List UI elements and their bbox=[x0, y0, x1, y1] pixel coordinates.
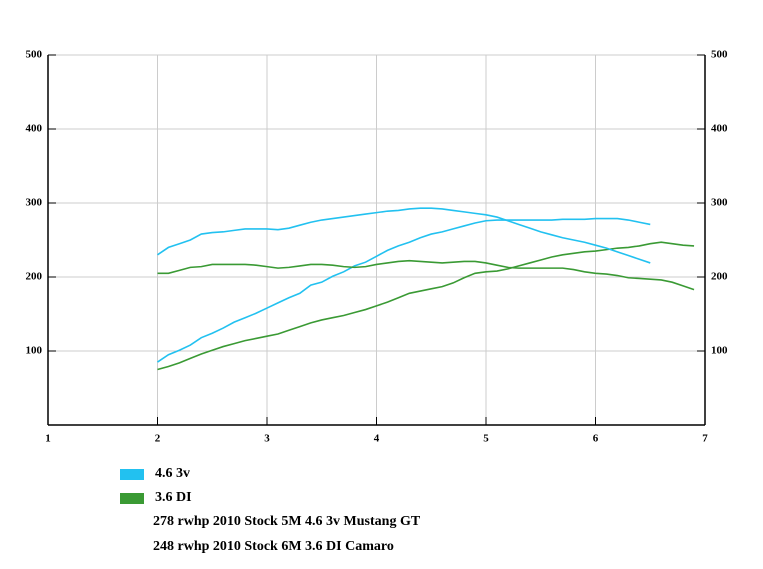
series-line bbox=[157, 207, 651, 264]
x-tick-label: 6 bbox=[593, 433, 599, 445]
x-tick-label: 7 bbox=[702, 433, 708, 445]
series-line bbox=[157, 241, 695, 371]
legend-swatch bbox=[120, 493, 144, 504]
series-line bbox=[157, 217, 651, 363]
y-tick-label: 300 bbox=[26, 197, 43, 209]
y2-tick-label: 400 bbox=[711, 123, 728, 135]
x-tick-label: 5 bbox=[483, 433, 489, 445]
y-tick-label: 400 bbox=[26, 123, 43, 135]
x-tick-label: 3 bbox=[264, 433, 270, 445]
y-tick-label: 100 bbox=[26, 345, 43, 357]
legend-swatch bbox=[120, 469, 144, 480]
y2-tick-label: 200 bbox=[711, 271, 728, 283]
x-tick-label: 2 bbox=[155, 433, 161, 445]
y2-tick-label: 500 bbox=[711, 49, 728, 61]
x-tick-label: 4 bbox=[374, 433, 380, 445]
note: 278 rwhp 2010 Stock 5M 4.6 3v Mustang GT bbox=[153, 514, 421, 529]
legend-label: 4.6 3v bbox=[155, 466, 190, 481]
legend-label: 3.6 DI bbox=[155, 490, 192, 505]
series-line bbox=[157, 259, 695, 291]
note: 248 rwhp 2010 Stock 6M 3.6 DI Camaro bbox=[153, 539, 394, 554]
y-tick-label: 200 bbox=[26, 271, 43, 283]
x-tick-label: 1 bbox=[45, 433, 51, 445]
y2-tick-label: 300 bbox=[711, 197, 728, 209]
y-tick-label: 500 bbox=[26, 49, 43, 61]
y2-tick-label: 100 bbox=[711, 345, 728, 357]
